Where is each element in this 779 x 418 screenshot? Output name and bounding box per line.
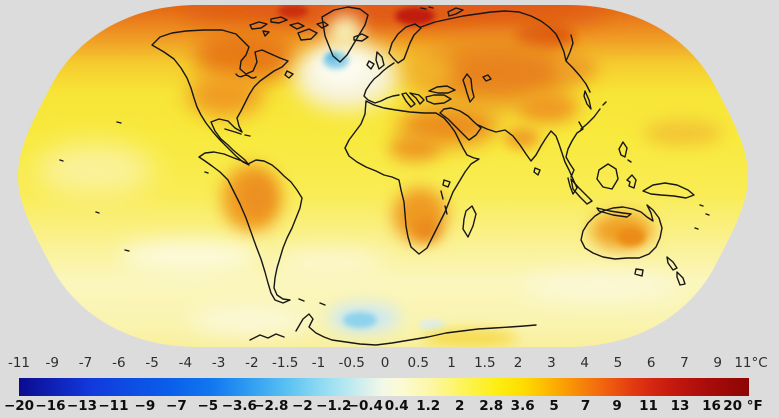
celsius-tick: 4 bbox=[580, 355, 589, 371]
fahrenheit-tick: −13 bbox=[66, 398, 98, 414]
antarctica-coastline bbox=[249, 298, 537, 346]
fahrenheit-tick: −11 bbox=[98, 398, 129, 414]
australia-coastline bbox=[580, 204, 663, 277]
siberia-coastline bbox=[420, 6, 592, 110]
antarctic-cold-blob-2 bbox=[419, 320, 445, 330]
celsius-tick: 6 bbox=[646, 355, 656, 371]
caspian-aral-coastline bbox=[462, 73, 492, 103]
new-guinea-coastline bbox=[642, 182, 710, 230]
okhotsk-warm bbox=[557, 56, 597, 80]
iceland-coastline bbox=[353, 33, 369, 42]
celsius-tick: -7 bbox=[78, 355, 93, 371]
north-america-coastline bbox=[151, 29, 289, 166]
east-asia-coastline bbox=[565, 101, 607, 178]
celsius-tick: 9 bbox=[713, 355, 723, 371]
scandinavia-coastline bbox=[388, 23, 422, 64]
celsius-tick: 1.5 bbox=[474, 355, 496, 371]
fahrenheit-tick: −2.8 bbox=[253, 398, 289, 414]
celsius-tick: 7 bbox=[680, 355, 689, 371]
celsius-tick: -5 bbox=[145, 355, 159, 371]
fahrenheit-tick: 7 bbox=[580, 398, 591, 414]
fahrenheit-tick: 11 bbox=[639, 398, 658, 414]
celsius-tick: 0.5 bbox=[407, 355, 430, 371]
fahrenheit-tick: 3.6 bbox=[510, 398, 535, 414]
celsius-tick: -2 bbox=[245, 355, 259, 371]
coastlines bbox=[59, 6, 710, 346]
canadian-arctic-hotspot bbox=[278, 5, 308, 18]
fahrenheit-tick: 2.8 bbox=[479, 398, 504, 414]
indonesia-coastline bbox=[570, 141, 637, 218]
india-warm bbox=[504, 127, 540, 149]
fahrenheit-tick: 9 bbox=[612, 398, 622, 414]
celsius-tick: 11°C bbox=[734, 355, 768, 371]
sahel-warm bbox=[389, 135, 441, 161]
fahrenheit-tick: −3.6 bbox=[221, 398, 257, 414]
fahrenheit-tick: −2 bbox=[291, 398, 313, 414]
antarctica-warm-tinge bbox=[422, 329, 518, 347]
africa-coastline bbox=[344, 100, 480, 255]
fahrenheit-tick: −7 bbox=[166, 398, 187, 414]
fahrenheit-tick: 16 bbox=[702, 398, 721, 414]
arctic-hotspot bbox=[395, 7, 435, 25]
caribbean-islands bbox=[224, 70, 294, 137]
europe-coastline bbox=[363, 62, 456, 108]
fahrenheit-tick: 1.2 bbox=[416, 398, 441, 414]
pacific-island-dots bbox=[59, 121, 209, 252]
celsius-tick: 3 bbox=[547, 355, 556, 371]
fahrenheit-tick: 0.4 bbox=[384, 398, 409, 414]
fahrenheit-tick: −9 bbox=[134, 398, 156, 414]
antarctic-cold-blob bbox=[343, 312, 377, 328]
colorbar-gradient bbox=[19, 378, 749, 396]
new-zealand-coastline bbox=[666, 256, 686, 286]
south-pacific-pale bbox=[120, 241, 260, 271]
south-atlantic-pale bbox=[275, 249, 385, 275]
south-america-coastline bbox=[198, 151, 303, 304]
celsius-tick: -6 bbox=[112, 355, 126, 371]
central-asia-warm bbox=[420, 38, 576, 106]
fahrenheit-tick: −1.2 bbox=[316, 398, 352, 414]
south-america-core bbox=[241, 177, 273, 217]
celsius-tick: -1.5 bbox=[272, 355, 299, 371]
fahrenheit-tick: 2 bbox=[454, 398, 465, 414]
fahrenheit-tick: 5 bbox=[549, 398, 559, 414]
fahrenheit-tick: −20 bbox=[3, 398, 35, 414]
world-map bbox=[18, 5, 748, 347]
celsius-tick: -11 bbox=[7, 355, 31, 371]
celsius-tick: 2 bbox=[513, 355, 523, 371]
madagascar-coastline bbox=[462, 205, 477, 238]
arabia-coastline bbox=[439, 107, 482, 141]
west-pacific-warm bbox=[643, 120, 723, 146]
anomaly-patches bbox=[37, 5, 723, 347]
southern-ocean-pale bbox=[190, 306, 310, 334]
europe-warm bbox=[395, 56, 455, 88]
fahrenheit-tick: −16 bbox=[35, 398, 66, 414]
china-warm bbox=[518, 93, 578, 123]
fahrenheit-tick: 13 bbox=[670, 398, 690, 414]
british-isles-coastline bbox=[366, 51, 385, 70]
east-pacific-pale bbox=[37, 144, 153, 196]
greenland-pale bbox=[328, 15, 362, 49]
fahrenheit-tick: −0.4 bbox=[347, 398, 383, 414]
celsius-tick: -4 bbox=[178, 355, 193, 371]
celsius-tick: -9 bbox=[45, 355, 59, 371]
celsius-tick: 1 bbox=[447, 355, 456, 371]
fahrenheit-tick: −5 bbox=[197, 398, 219, 414]
canada-warm bbox=[195, 27, 295, 83]
southern-africa-core bbox=[413, 219, 439, 241]
celsius-tick: 5 bbox=[613, 355, 623, 371]
celsius-tick: 0 bbox=[380, 355, 390, 371]
celsius-tick: -0.5 bbox=[338, 355, 365, 371]
great-lakes bbox=[235, 73, 257, 79]
celsius-tick: -3 bbox=[211, 355, 226, 371]
fahrenheit-tick: 20 °F bbox=[723, 398, 763, 414]
south-indian-pale bbox=[522, 272, 678, 302]
celsius-tick: -1 bbox=[311, 355, 326, 371]
canadian-arctic-islands bbox=[249, 16, 329, 41]
australia-core bbox=[617, 228, 645, 246]
african-lakes bbox=[440, 179, 451, 215]
